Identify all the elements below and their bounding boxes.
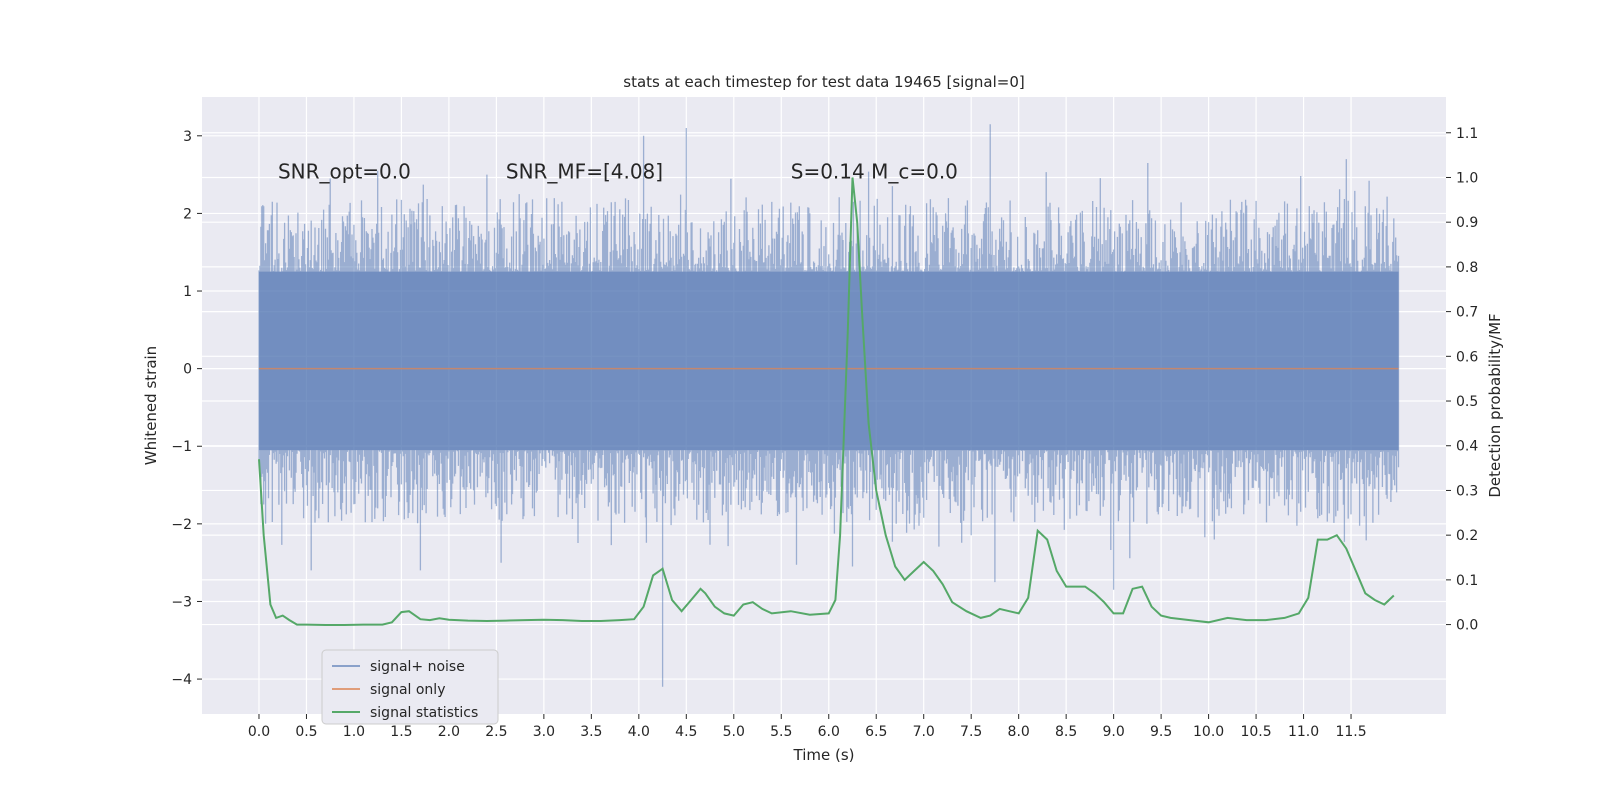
- signal-plus-noise-line: [258, 124, 1400, 687]
- x-tick-label: 2.5: [485, 724, 507, 740]
- x-tick-label: 0.0: [248, 724, 270, 740]
- x-tick-label: 9.5: [1150, 724, 1172, 740]
- y2-tick-label: 0.8: [1456, 260, 1478, 276]
- annotations: SNR_opt=0.0 SNR_MF=[4.08] S=0.14 M_c=0.0: [278, 159, 958, 183]
- x-tick-label: 5.0: [723, 724, 745, 740]
- legend-label: signal+ noise: [370, 659, 465, 675]
- legend: signal+ noise signal only signal statistic…: [321, 649, 499, 725]
- x-tick-label: 3.0: [533, 724, 555, 740]
- y2-tick-label: 0.4: [1456, 439, 1478, 455]
- y-tick-label: 3: [183, 129, 192, 145]
- y-tick-label: −4: [171, 672, 192, 688]
- x-tick-label: 2.0: [438, 724, 460, 740]
- y2-tick-label: 0.9: [1456, 215, 1478, 231]
- y-tick-label: 2: [183, 206, 192, 222]
- x-tick-label: 1.0: [343, 724, 365, 740]
- x-tick-label: 6.5: [865, 724, 887, 740]
- annotation-text: SNR_opt=0.0: [278, 159, 411, 183]
- annotation-text: S=0.14 M_c=0.0: [791, 159, 958, 183]
- y2-tick-label: 0.7: [1456, 305, 1478, 321]
- y-tick-label: 0: [183, 362, 192, 378]
- legend-label: signal only: [370, 682, 445, 698]
- x-tick-label: 7.0: [913, 724, 935, 740]
- y-axis-left: 3 2 1 0 −1 −2 −3 −4: [171, 129, 202, 688]
- y2-axis-label: Detection probability/MF: [1486, 313, 1504, 497]
- legend-box: [321, 649, 499, 725]
- x-tick-label: 8.5: [1055, 724, 1077, 740]
- signal-statistics-line: [258, 177, 1395, 626]
- x-tick-label: 4.0: [628, 724, 650, 740]
- x-tick-label: 5.5: [770, 724, 792, 740]
- x-axis-label: Time (s): [793, 746, 855, 764]
- y-axis-label: Whitened strain: [142, 346, 160, 465]
- x-tick-label: 4.5: [675, 724, 697, 740]
- x-tick-label: 9.0: [1103, 724, 1125, 740]
- y-tick-label: −2: [171, 517, 192, 533]
- annotation-text: SNR_MF=[4.08]: [506, 159, 663, 183]
- x-tick-label: 0.5: [295, 724, 317, 740]
- y2-tick-label: 0.6: [1456, 349, 1478, 365]
- x-tick-label: 6.0: [818, 724, 840, 740]
- x-tick-label: 11.5: [1335, 724, 1366, 740]
- y2-tick-label: 0.2: [1456, 528, 1478, 544]
- y2-tick-label: 0.1: [1456, 573, 1478, 589]
- y-tick-label: −1: [171, 439, 192, 455]
- y-axis-right: 1.1 1.0 0.9 0.8 0.7 0.6 0.5 0.4 0.3 0.2 0.1 0.0: [1446, 126, 1478, 634]
- y2-tick-label: 0.5: [1456, 394, 1478, 410]
- y-tick-label: −3: [171, 594, 192, 610]
- y-tick-label: 1: [183, 284, 192, 300]
- x-tick-label: 3.5: [580, 724, 602, 740]
- x-tick-label: 10.0: [1193, 724, 1224, 740]
- x-tick-label: 10.5: [1240, 724, 1271, 740]
- x-tick-label: 11.0: [1288, 724, 1319, 740]
- x-tick-label: 8.0: [1008, 724, 1030, 740]
- chart-title: stats at each timestep for test data 194…: [623, 73, 1024, 91]
- y2-tick-label: 1.1: [1456, 126, 1478, 142]
- y2-tick-label: 1.0: [1456, 170, 1478, 186]
- legend-label: signal statistics: [370, 705, 478, 721]
- x-tick-label: 7.5: [960, 724, 982, 740]
- y2-tick-label: 0.0: [1456, 618, 1478, 634]
- line-series: [258, 177, 1399, 626]
- x-tick-label: 1.5: [390, 724, 412, 740]
- noise-series: [258, 124, 1400, 687]
- y2-tick-label: 0.3: [1456, 483, 1478, 499]
- x-axis: 0.0 0.5 1.0 1.5 2.0 2.5 3.0 3.5 4.0 4.5 5.0 5.5 6.0 6…: [248, 714, 1367, 740]
